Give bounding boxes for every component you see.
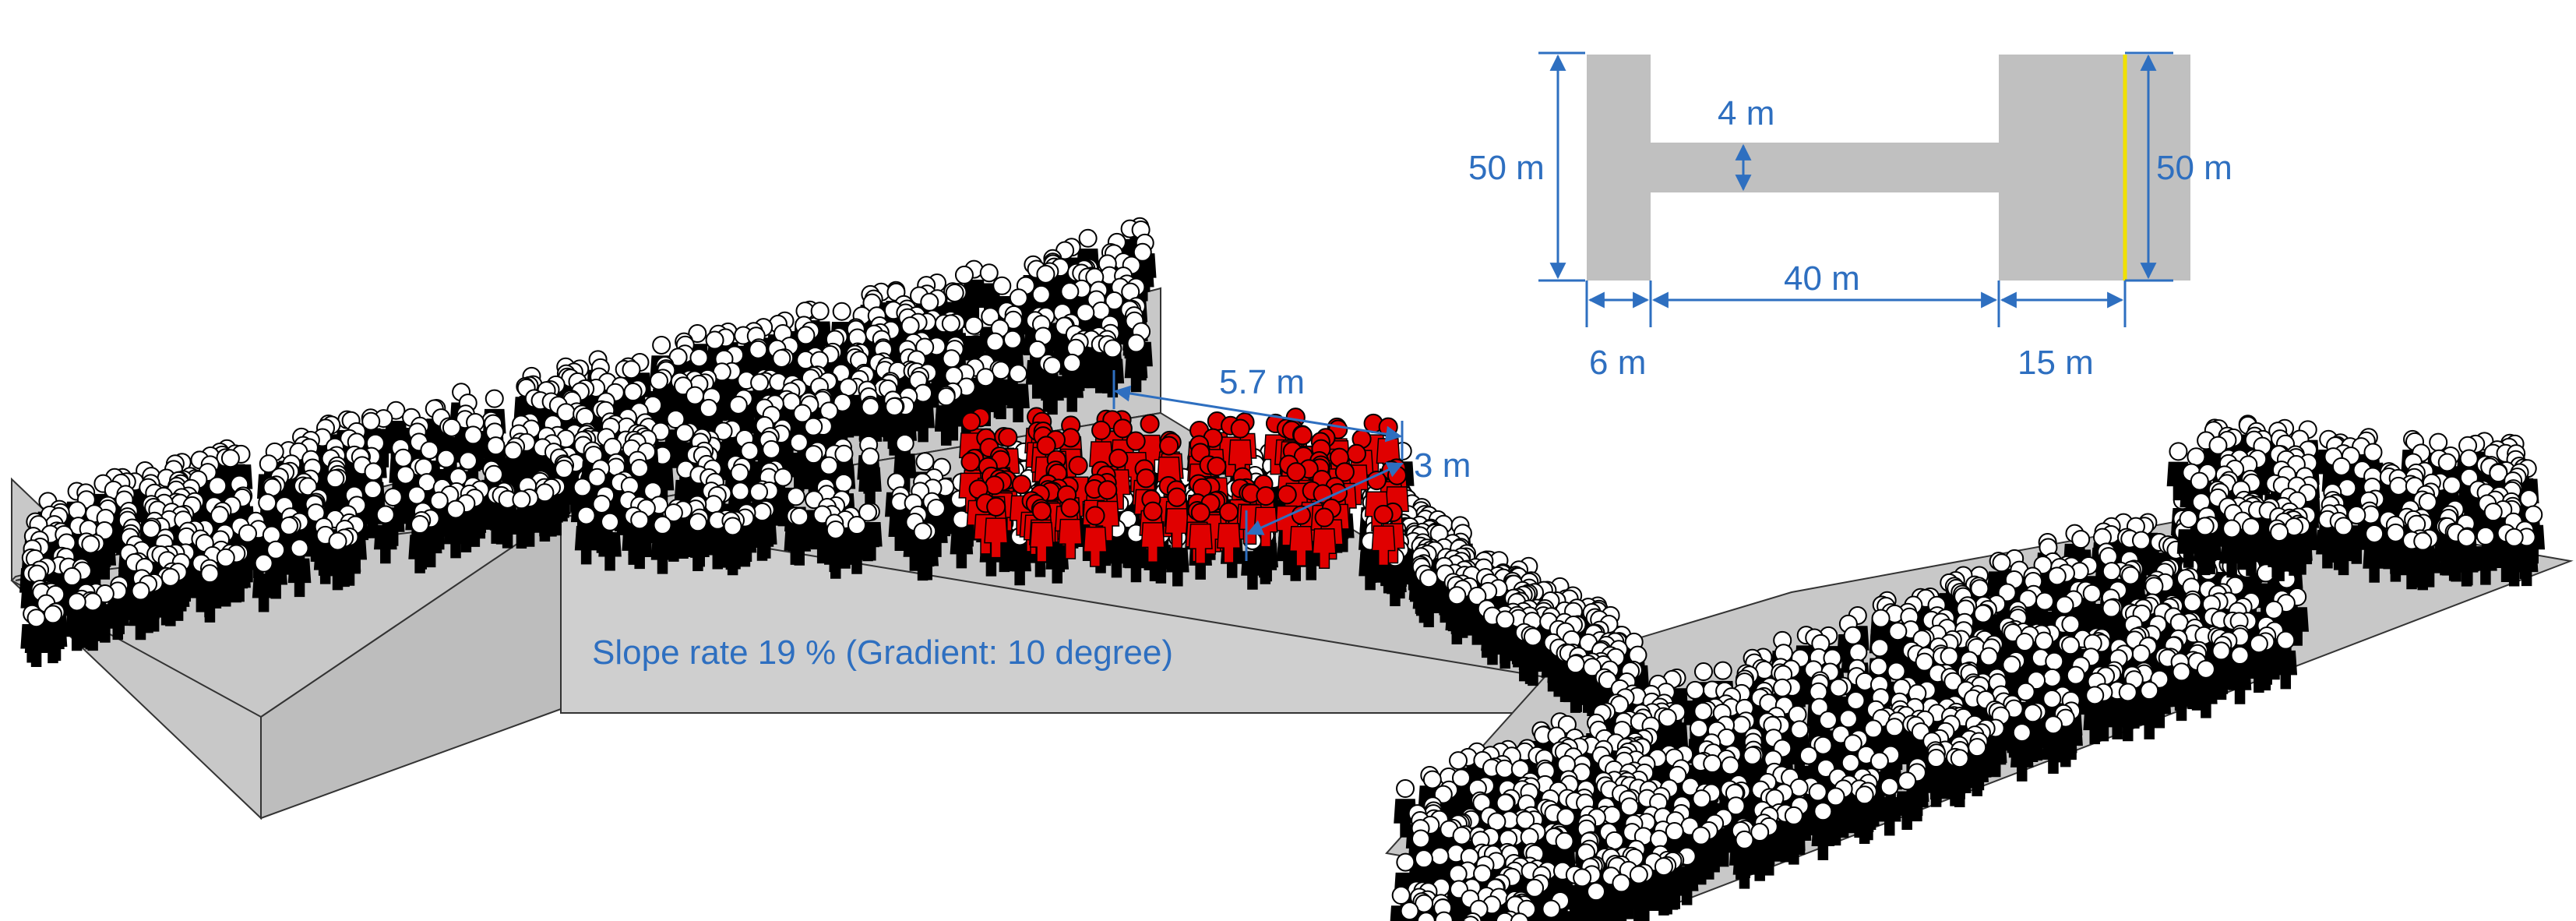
plan-view: 50 m 50 m 4 m 6 m 40 m 15 m (1468, 51, 2232, 382)
left-width-label: 50 m (1468, 149, 1545, 187)
person-figure (845, 516, 869, 574)
person-figure (1811, 802, 1835, 860)
person-figure (1445, 586, 1469, 644)
left-depth-label: 6 m (1589, 344, 1646, 382)
person-figure (911, 522, 935, 581)
person-figure (65, 592, 89, 651)
right-depth-label: 15 m (2017, 344, 2094, 382)
corridor-length-label: 40 m (1784, 259, 1860, 298)
person-figure (858, 447, 882, 506)
person-figure (2228, 646, 2252, 704)
person-figure (802, 445, 826, 503)
person-figure (326, 531, 350, 591)
person-figure (2274, 630, 2298, 690)
person-figure (1877, 777, 1901, 836)
length-label: 5.7 m (1219, 363, 1305, 401)
person-figure (662, 503, 685, 562)
person-figure (509, 490, 534, 549)
person-figure (1060, 353, 1084, 412)
person-figure (198, 564, 222, 623)
person-figure (1124, 333, 1148, 393)
person-figure (374, 505, 397, 564)
person-figure (1006, 364, 1030, 423)
person-figure (408, 514, 432, 573)
person-figure (721, 517, 745, 576)
person-figure (823, 520, 848, 579)
crowd-upper (19, 217, 1157, 667)
person-figure (686, 513, 710, 572)
plan-corridor (1651, 143, 1999, 192)
person-figure (1041, 356, 1064, 415)
right-width-label: 50 m (2156, 149, 2232, 187)
person-figure (1417, 569, 1440, 627)
person-figure (1493, 610, 1517, 669)
person-figure (788, 506, 812, 566)
person-figure (787, 432, 811, 492)
person-figure (252, 553, 276, 612)
width-label: 3 m (1414, 446, 1471, 485)
person-figure (213, 548, 238, 607)
slope-label: Slope rate 19 % (Gradient: 10 degree) (592, 633, 1173, 672)
person-figure (24, 609, 48, 667)
person-figure (628, 510, 651, 570)
person-figure (1609, 873, 1633, 921)
person-figure (574, 506, 598, 565)
person-figure (444, 499, 467, 559)
person-figure (287, 538, 312, 598)
person-figure (934, 387, 958, 446)
person-figure (129, 581, 153, 640)
corridor-width-label: 4 m (1718, 94, 1774, 132)
person-figure (598, 512, 622, 571)
person-figure (1521, 627, 1545, 686)
plan-left-area (1587, 55, 1651, 281)
person-figure (1584, 882, 1608, 921)
person-figure (1101, 339, 1125, 398)
person-figure (883, 397, 906, 456)
person-figure (650, 515, 675, 574)
person-figure (950, 510, 974, 569)
person-figure (2137, 681, 2162, 739)
